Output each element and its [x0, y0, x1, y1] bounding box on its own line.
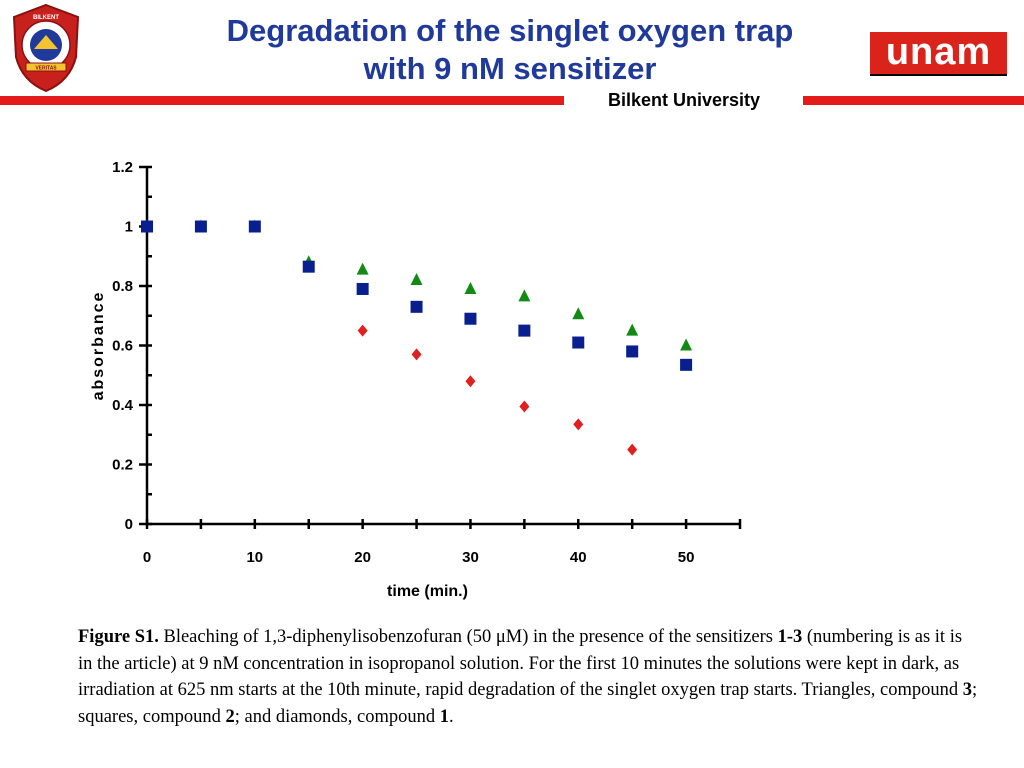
x-tick-label: 20: [354, 549, 371, 566]
data-point-square: [464, 312, 477, 325]
header-divider-right: [803, 96, 1024, 105]
slide-title-line-2: with 9 nM sensitizer: [363, 51, 657, 86]
data-point-triangle: [518, 289, 531, 302]
data-point-diamond: [627, 443, 638, 456]
series-squares: [141, 220, 693, 371]
chart-marks: [141, 219, 693, 456]
caption-text-2: (numbering is as it is in the article) a…: [78, 627, 963, 700]
x-tick-label: 40: [570, 549, 587, 566]
unam-logo-underline: [870, 74, 1007, 76]
x-tick-label: 10: [246, 549, 263, 566]
caption-bold-3: 2: [225, 706, 235, 727]
y-axis-title: absorbance: [90, 291, 107, 401]
caption-text-4: ; and diamonds, compound: [234, 706, 440, 727]
data-point-diamond: [411, 348, 422, 361]
data-point-square: [356, 282, 369, 295]
series-diamonds: [357, 324, 638, 456]
chart-axes: [145, 167, 740, 526]
y-tick-label: 0: [125, 516, 133, 533]
series-triangles: [141, 219, 693, 351]
x-tick-label: 0: [143, 549, 151, 566]
y-tick-label: 1.2: [112, 159, 133, 176]
data-point-diamond: [519, 400, 530, 413]
data-point-diamond: [573, 418, 584, 431]
figure-caption: Figure S1. Bleaching of 1,3-diphenylisob…: [78, 624, 978, 730]
data-point-square: [518, 324, 531, 337]
data-point-square: [410, 300, 423, 313]
y-tick-label: 0.4: [112, 397, 134, 414]
slide-title: Degradation of the singlet oxygen trap w…: [110, 12, 910, 88]
data-point-diamond: [465, 375, 476, 388]
data-point-triangle: [464, 281, 477, 294]
caption-bold-1: 1-3: [777, 627, 803, 647]
data-point-triangle: [356, 262, 369, 275]
unam-logo: unam: [870, 32, 1007, 75]
data-point-square: [141, 220, 153, 233]
y-tick-label: 0.8: [112, 278, 133, 295]
caption-text-3: ; squares, compound: [78, 680, 978, 727]
data-point-square: [302, 260, 315, 273]
absorbance-scatter-chart: 0 0.2 0.4 0.6 0.8 1 1.2 0 10 20 30 40 50 time (min.)…: [90, 159, 742, 600]
data-point-square: [194, 220, 207, 233]
data-point-triangle: [410, 273, 423, 286]
data-point-square: [572, 336, 585, 349]
data-point-diamond: [357, 324, 368, 337]
y-tick-label: 1: [125, 219, 133, 236]
x-tick-label: 50: [678, 549, 695, 566]
caption-bold-2: 3: [962, 680, 972, 700]
data-point-square: [626, 345, 639, 358]
header-divider-left: [0, 96, 564, 105]
institution-name: Bilkent University: [607, 90, 761, 110]
figure-caption-label: Figure S1.: [78, 627, 159, 647]
caption-text-1: Bleaching of 1,3-diphenylisobenzofuran (…: [158, 627, 778, 647]
y-tick-label: 0.2: [112, 457, 133, 474]
x-axis-title: time (min.): [387, 583, 468, 600]
bilkent-university-logo: BILKENT VERITAS: [12, 3, 80, 93]
caption-bold-4: 1: [439, 706, 449, 727]
data-point-triangle: [572, 307, 585, 320]
slide-title-line-1: Degradation of the singlet oxygen trap: [226, 13, 794, 48]
svg-text:BILKENT: BILKENT: [33, 15, 59, 21]
x-tick-label: 30: [462, 549, 479, 566]
data-point-triangle: [626, 323, 639, 336]
data-point-square: [680, 358, 693, 371]
data-point-triangle: [680, 338, 693, 351]
data-point-square: [248, 220, 261, 233]
y-tick-label: 0.6: [112, 338, 133, 355]
svg-text:VERITAS: VERITAS: [35, 66, 57, 72]
chart-ticks: 0 0.2 0.4 0.6 0.8 1 1.2 0 10 20 30 40 50: [112, 159, 742, 566]
caption-text-5: .: [449, 706, 454, 727]
